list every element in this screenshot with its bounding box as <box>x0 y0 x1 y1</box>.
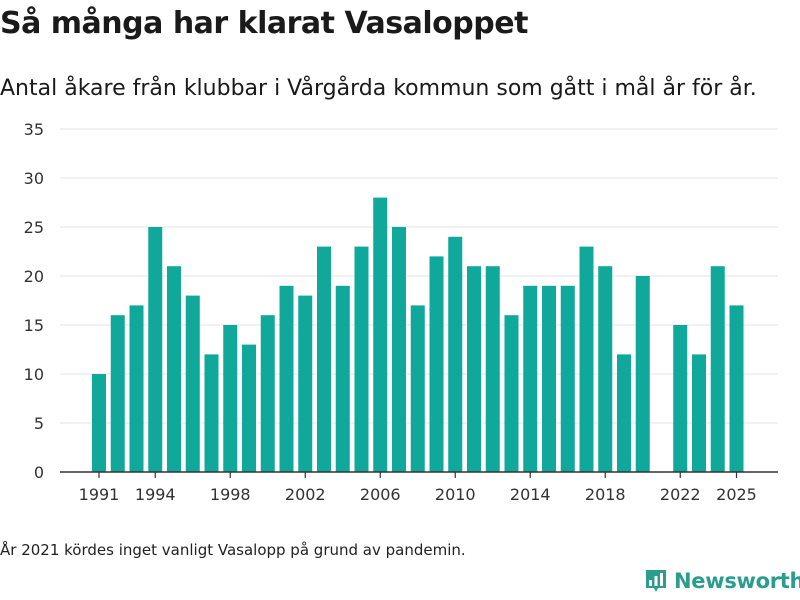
bar-2007 <box>392 227 406 472</box>
bar-2016 <box>560 285 575 472</box>
x-tick-label-2025: 2025 <box>716 485 757 504</box>
bar-2019 <box>617 354 631 472</box>
bar-1994 <box>148 227 163 472</box>
chart-title: Så många har klarat Vasaloppet <box>0 6 528 41</box>
bar-1998 <box>223 325 238 472</box>
bar-2005 <box>354 246 369 472</box>
x-tick-label-2014: 2014 <box>510 485 551 504</box>
bar-1997 <box>204 354 219 472</box>
bar-2000 <box>260 315 275 472</box>
bar-1999 <box>242 344 256 472</box>
y-tick-label-10: 10 <box>24 365 44 384</box>
bar-2017 <box>579 246 594 472</box>
y-tick-label-5: 5 <box>34 414 44 433</box>
y-tick-label-0: 0 <box>34 463 44 482</box>
bar-2009 <box>429 256 444 472</box>
x-tick-label-2010: 2010 <box>435 485 476 504</box>
bar-2018 <box>598 266 613 472</box>
bar-1993 <box>129 305 144 472</box>
x-tick-label-1991: 1991 <box>79 485 120 504</box>
bar-2006 <box>373 197 388 472</box>
bar-1992 <box>110 315 125 472</box>
bar-1995 <box>167 266 181 472</box>
bar-2023 <box>692 354 706 472</box>
bar-2010 <box>448 236 463 472</box>
bar-2020 <box>635 276 650 472</box>
bar-2024 <box>710 266 725 472</box>
bar-2002 <box>298 295 313 472</box>
brand-logo: Newsworthy <box>644 568 800 594</box>
bar-2022 <box>673 325 688 472</box>
x-tick-label-1994: 1994 <box>135 485 176 504</box>
chart-subtitle: Antal åkare från klubbar i Vårgårda komm… <box>0 76 757 101</box>
x-tick-label-2006: 2006 <box>360 485 401 504</box>
y-tick-label-20: 20 <box>24 267 44 286</box>
bar-2011 <box>467 266 481 472</box>
newsworthy-logo-icon <box>646 570 666 592</box>
x-tick-label-2018: 2018 <box>585 485 626 504</box>
y-tick-label-35: 35 <box>24 120 44 139</box>
bar-1996 <box>185 295 200 472</box>
bars <box>92 197 744 472</box>
bar-2013 <box>504 315 519 472</box>
bar-2003 <box>317 246 331 472</box>
y-tick-label-15: 15 <box>24 316 44 335</box>
bar-2004 <box>335 285 350 472</box>
footnote: År 2021 kördes inget vanligt Vasalopp på… <box>0 541 466 559</box>
brand-name: Newsworthy <box>674 569 800 593</box>
bar-2012 <box>485 266 500 472</box>
x-tick-label-1998: 1998 <box>210 485 251 504</box>
y-tick-label-30: 30 <box>24 169 44 188</box>
bar-2015 <box>542 285 556 472</box>
bar-2001 <box>279 285 294 472</box>
x-tick-label-2022: 2022 <box>660 485 701 504</box>
bar-1991 <box>92 374 106 472</box>
y-tick-label-25: 25 <box>24 218 44 237</box>
x-tick-label-2002: 2002 <box>285 485 326 504</box>
bar-2014 <box>523 285 538 472</box>
bar-2008 <box>410 305 425 472</box>
bar-2025 <box>729 305 744 472</box>
